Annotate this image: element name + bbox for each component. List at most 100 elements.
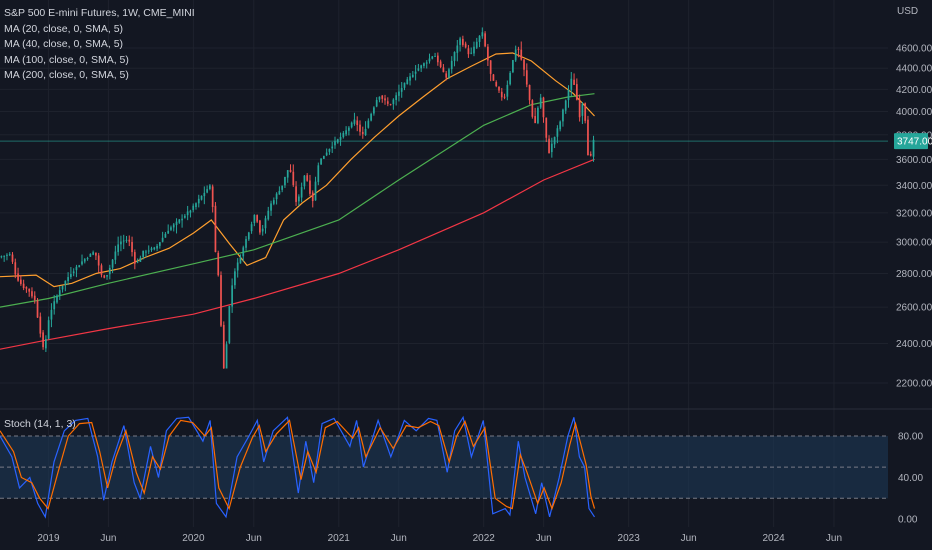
candle-body: [142, 250, 145, 257]
candle-body: [462, 38, 464, 45]
candle-body: [28, 288, 31, 292]
candle: [550, 137, 553, 158]
candle-body: [381, 95, 384, 99]
candle: [531, 99, 534, 119]
candle-body: [378, 96, 381, 100]
candle: [45, 335, 47, 352]
candle-body: [128, 239, 131, 242]
candle-body: [473, 46, 475, 54]
candle: [139, 255, 142, 263]
candle: [200, 195, 203, 201]
last-price-badge-bg: [894, 133, 928, 150]
candle-body: [167, 230, 170, 234]
candle: [170, 225, 172, 232]
candle-body: [534, 116, 537, 124]
candle: [33, 291, 36, 304]
candle-body: [487, 46, 489, 61]
stoch-legend[interactable]: Stoch (14, 1, 3): [4, 418, 76, 430]
candle: [467, 45, 470, 58]
price-tick-label: 4600.00: [896, 44, 932, 55]
candle: [292, 164, 295, 187]
candle-body: [22, 283, 25, 289]
price-axis[interactable]: 2200.00 2400.00 2600.00 2800.00 3000.00 3200.…: [896, 44, 932, 390]
candle-body: [564, 100, 567, 111]
candle: [14, 258, 17, 279]
candle: [211, 184, 214, 213]
candle-body: [147, 250, 150, 252]
stoch-line-k[interactable]: [0, 415, 596, 519]
candle-body: [336, 139, 339, 143]
stoch-line-d[interactable]: [0, 419, 596, 511]
candle-body: [64, 280, 67, 286]
candle: [345, 126, 347, 137]
currency-label: USD: [897, 6, 918, 17]
candle-body: [56, 295, 58, 303]
candle: [336, 138, 339, 144]
candle: [92, 250, 94, 256]
candle-body: [589, 153, 592, 156]
candle-body: [286, 170, 289, 178]
legend-ma-20[interactable]: MA (20, close, 0, SMA, 5): [4, 22, 124, 35]
candle: [236, 258, 239, 278]
ma-line-1[interactable]: [0, 52, 595, 288]
candle: [339, 132, 342, 146]
candle: [172, 222, 175, 232]
candle: [128, 235, 131, 247]
candle: [231, 278, 233, 313]
candle-body: [523, 59, 525, 70]
candle: [395, 92, 398, 106]
candle-body: [139, 257, 142, 262]
candle: [150, 246, 153, 252]
candle-body: [31, 291, 33, 297]
candle: [323, 155, 325, 160]
candle: [311, 190, 314, 208]
candle-body: [420, 65, 423, 69]
candle: [125, 235, 128, 243]
legend-ma-100[interactable]: MA (100, close, 0, SMA, 5): [4, 53, 129, 66]
candle-body: [25, 287, 28, 289]
candle: [284, 176, 286, 188]
stoch-tick-label: 40.00: [898, 473, 923, 484]
legend-ma-200[interactable]: MA (200, close, 0, SMA, 5): [4, 69, 129, 81]
candle: [264, 215, 267, 234]
time-tick-label: Jun: [536, 533, 552, 544]
candle-body: [203, 192, 206, 197]
candle-body: [537, 107, 539, 124]
candle-layer: [0, 27, 595, 369]
candle: [22, 279, 25, 291]
candle-body: [19, 279, 22, 284]
candle: [375, 97, 378, 108]
candle: [331, 141, 334, 154]
candle: [384, 94, 386, 105]
candle: [534, 107, 537, 124]
candle: [39, 312, 42, 338]
candle: [3, 255, 6, 262]
candle-body: [131, 241, 133, 253]
candle: [492, 73, 495, 81]
symbol-title[interactable]: S&P 500 E-mini Futures, 1W, CME_MINI: [4, 7, 195, 19]
candle-body: [75, 266, 78, 271]
candle-body: [83, 259, 86, 262]
candle: [589, 151, 592, 157]
candle: [36, 298, 39, 318]
candle-body: [489, 60, 492, 74]
candle: [575, 78, 578, 101]
candle-body: [8, 254, 11, 256]
candle: [417, 63, 420, 72]
candle: [220, 271, 222, 328]
ma-line-3[interactable]: [0, 158, 595, 350]
candle-body: [175, 221, 178, 226]
legend-ma-40[interactable]: MA (40, close, 0, SMA, 5): [4, 38, 124, 50]
candle: [253, 214, 256, 227]
candle: [348, 126, 350, 136]
candle-body: [484, 33, 486, 47]
candle: [158, 241, 161, 249]
candle: [328, 148, 331, 155]
time-axis[interactable]: 2019 Jun 2020 Jun 2021 Jun 2022 Jun 2023 Jun 2024 J…: [37, 533, 842, 544]
candle-body: [339, 137, 342, 140]
candle: [11, 252, 14, 264]
candle-body: [475, 41, 478, 48]
candle-body: [42, 332, 44, 348]
candle-body: [456, 45, 459, 53]
